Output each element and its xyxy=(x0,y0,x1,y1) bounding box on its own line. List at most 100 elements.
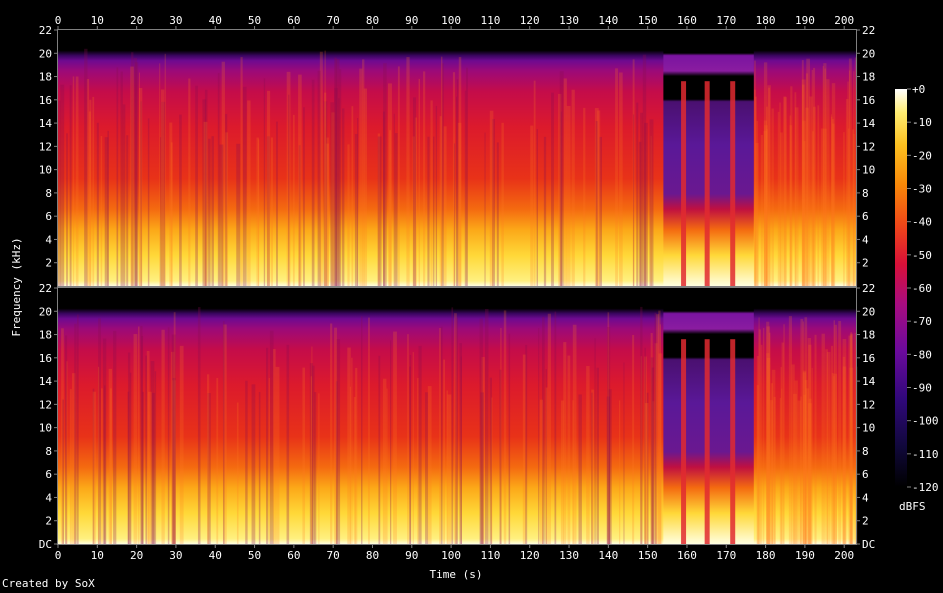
colorbar-tick-label: -90 xyxy=(912,382,932,395)
x-tick-bottom-label: 20 xyxy=(130,549,143,562)
y-tick-label-right: 20 xyxy=(862,47,875,60)
spectral-transient xyxy=(499,369,502,544)
spectral-transient xyxy=(831,116,833,286)
spectral-transient xyxy=(779,102,781,287)
x-tick-top-label: 10 xyxy=(91,14,104,27)
y-tick-label: 8 xyxy=(45,445,52,458)
spectral-transient xyxy=(780,366,782,544)
spectral-transient xyxy=(791,364,795,544)
spectral-transient xyxy=(298,145,301,286)
spectral-transient xyxy=(236,402,239,544)
x-tick-top-label: 40 xyxy=(209,14,222,27)
x-tick-bottom-label: 10 xyxy=(91,549,104,562)
spectral-transient xyxy=(619,72,623,286)
spectral-transient xyxy=(760,134,764,286)
spectral-transient xyxy=(638,141,642,286)
spectral-transient xyxy=(522,354,526,544)
x-tick-bottom-label: 120 xyxy=(520,549,540,562)
spectral-transient xyxy=(481,357,485,544)
spectral-transient xyxy=(292,114,295,286)
spectral-transient xyxy=(286,71,291,286)
spectral-transient xyxy=(658,310,661,544)
spectral-transient xyxy=(127,352,131,544)
spectral-transient xyxy=(802,120,806,286)
spectral-transient xyxy=(167,327,170,544)
spectral-transient xyxy=(539,399,544,544)
spectral-transient xyxy=(104,137,109,286)
spectral-transient xyxy=(72,373,76,544)
spectral-transient xyxy=(311,346,313,544)
spectral-transient xyxy=(650,333,653,544)
spectral-transient xyxy=(225,132,229,286)
spectral-transient xyxy=(811,367,813,544)
colorbar-tick-label: -80 xyxy=(912,348,932,361)
spectral-transient xyxy=(485,309,489,544)
spectral-transient xyxy=(464,90,467,287)
spectral-transient xyxy=(330,102,334,287)
y-tick-label: 16 xyxy=(39,352,52,365)
x-tick-bottom-label: 190 xyxy=(795,549,815,562)
spectral-transient xyxy=(69,85,72,286)
spectral-transient xyxy=(266,347,269,544)
spectral-transient xyxy=(758,317,760,544)
spectral-transient xyxy=(170,351,175,544)
spectral-transient xyxy=(310,376,313,544)
spectral-transient xyxy=(161,101,166,286)
spectral-transient xyxy=(491,397,493,544)
spectral-transient xyxy=(766,357,771,544)
spectral-transient xyxy=(441,63,444,286)
y-tick-label: 6 xyxy=(45,210,52,223)
spectral-transient xyxy=(632,335,635,544)
spectral-transient xyxy=(383,63,387,286)
spectral-transient xyxy=(783,97,787,286)
spectral-transient xyxy=(169,122,173,286)
spectral-transient xyxy=(206,374,210,544)
spectral-transient xyxy=(586,366,590,544)
spectral-transient xyxy=(133,58,138,286)
spectral-transient xyxy=(566,105,571,287)
spectral-transient xyxy=(251,384,256,544)
spectral-transient xyxy=(97,366,100,544)
spectral-transient xyxy=(120,71,123,286)
spectral-transient xyxy=(96,122,99,286)
spectral-transient xyxy=(454,143,456,286)
spectral-transient xyxy=(596,367,599,544)
spectral-transient xyxy=(427,136,430,286)
spectral-transient xyxy=(812,131,814,286)
spectral-transient xyxy=(779,397,782,544)
x-tick-top-label: 110 xyxy=(480,14,500,27)
spectral-transient xyxy=(797,400,802,544)
spectral-transient xyxy=(101,388,103,544)
spectral-transient xyxy=(102,338,107,544)
x-tick-bottom-label: 170 xyxy=(716,549,736,562)
spectral-transient xyxy=(270,137,273,286)
spectral-transient xyxy=(458,57,462,286)
spectral-transient xyxy=(459,343,462,544)
y-tick-label-right: 22 xyxy=(862,24,875,37)
spectral-transient xyxy=(547,313,551,544)
spectral-transient xyxy=(75,76,79,286)
spectral-transient xyxy=(258,391,261,544)
spectral-transient xyxy=(543,136,547,286)
spectral-transient xyxy=(847,81,849,287)
spectral-transient xyxy=(500,327,502,544)
spectral-transient xyxy=(323,101,328,286)
y-tick-label-right: 18 xyxy=(862,71,875,84)
spectral-transient xyxy=(808,398,812,544)
spectral-transient xyxy=(69,389,72,544)
spectral-transient xyxy=(649,119,654,286)
spectral-transient xyxy=(430,100,433,286)
spectral-transient xyxy=(446,390,448,544)
spectral-transient xyxy=(781,342,784,544)
spectral-transient xyxy=(440,326,443,544)
spectral-transient xyxy=(811,69,814,286)
spectral-transient xyxy=(397,66,400,286)
colorbar-tick-label: -110 xyxy=(912,448,939,461)
y-tick-label-right: 10 xyxy=(862,422,875,435)
spectral-transient xyxy=(644,347,646,544)
x-tick-top-label: 100 xyxy=(441,14,461,27)
spectral-transient xyxy=(354,133,358,286)
spectral-transient xyxy=(460,356,462,544)
spectral-transient xyxy=(363,88,368,286)
spectral-transient xyxy=(607,312,610,544)
